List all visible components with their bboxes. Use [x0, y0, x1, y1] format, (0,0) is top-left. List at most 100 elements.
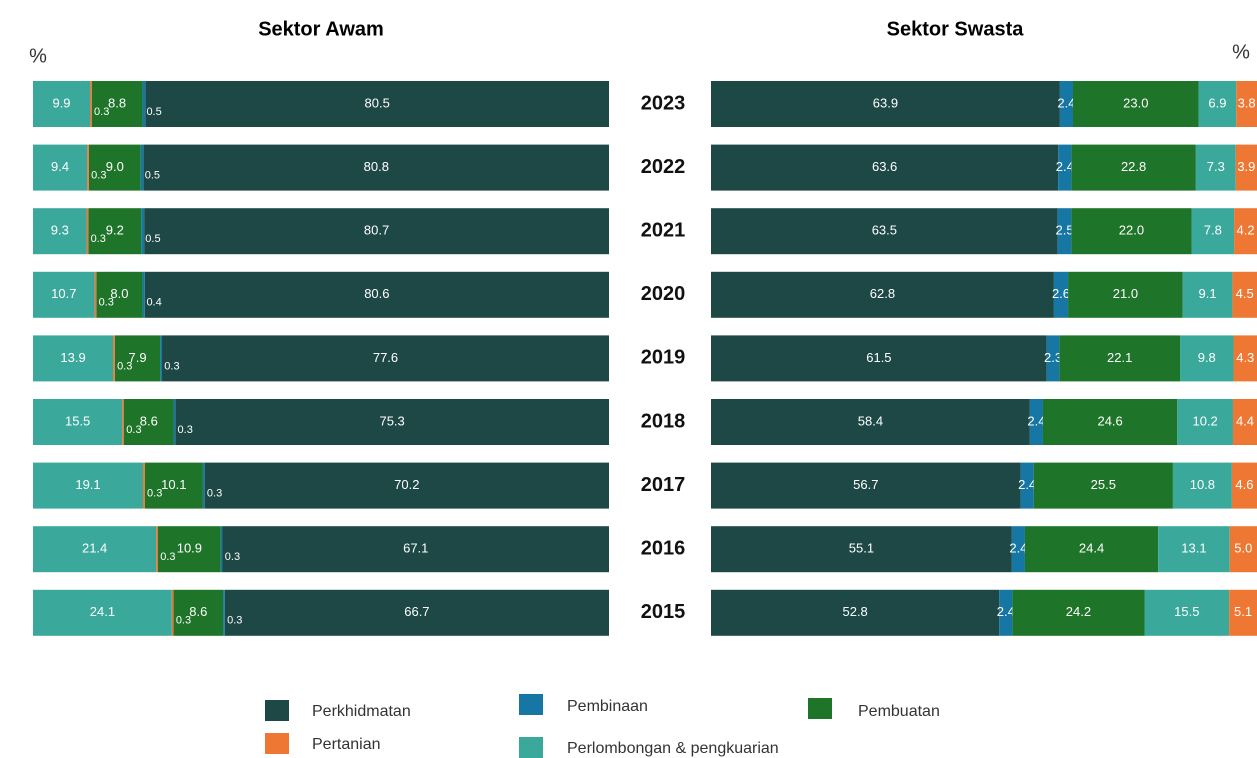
- value-label: 80.6: [364, 286, 389, 301]
- value-label: 0.5: [145, 170, 160, 182]
- bar-segment: [1229, 589, 1257, 636]
- bar-segment: [33, 462, 144, 509]
- value-label: 56.7: [853, 477, 878, 492]
- category-label: 2022: [641, 156, 686, 178]
- value-label: 9.1: [1199, 286, 1217, 301]
- bar-segment: [173, 399, 176, 445]
- bar-segment: [1236, 81, 1257, 127]
- bar-segment: [1144, 589, 1230, 636]
- bar-segment: [157, 526, 221, 573]
- value-label: 62.8: [870, 286, 895, 301]
- bar-segment: [145, 81, 609, 127]
- bar-segment: [1059, 335, 1181, 382]
- bar-segment: [224, 589, 610, 636]
- value-label: 10.1: [161, 477, 186, 492]
- value-label: 67.1: [403, 541, 428, 556]
- value-label: 8.6: [189, 604, 207, 619]
- legend-swatch: [265, 733, 289, 754]
- value-label: 8.6: [140, 413, 158, 428]
- bar-segment: [122, 399, 125, 445]
- bar-segment: [1057, 208, 1072, 255]
- value-label: 24.6: [1097, 413, 1122, 428]
- bar-segment: [141, 208, 145, 255]
- value-label: 63.9: [873, 95, 898, 110]
- bar-segment: [1024, 526, 1159, 573]
- bar-segment: [999, 589, 1013, 636]
- bar-segment: [711, 271, 1054, 318]
- category-label: 2019: [641, 347, 686, 369]
- bar-segment: [1068, 271, 1183, 318]
- value-label: 0.3: [160, 551, 175, 563]
- value-label: 8.0: [110, 286, 128, 301]
- bar-segment: [156, 526, 158, 573]
- value-label: 2.6: [1052, 286, 1070, 301]
- bar-segment: [33, 208, 87, 255]
- value-label: 24.4: [1079, 541, 1104, 556]
- bar-segment: [143, 462, 145, 509]
- bar-segment: [222, 526, 609, 573]
- bar-segment: [711, 81, 1060, 127]
- bar-segment: [202, 462, 205, 509]
- value-label: 6.9: [1208, 95, 1226, 110]
- value-label: 10.8: [1190, 477, 1215, 492]
- value-label: 22.1: [1107, 350, 1132, 365]
- bar-segment: [143, 144, 610, 191]
- value-label: 23.0: [1123, 95, 1148, 110]
- unit-label: %: [1232, 41, 1250, 63]
- value-label: 2.4: [1018, 477, 1036, 492]
- value-label: 10.7: [51, 286, 76, 301]
- value-label: 0.3: [91, 170, 106, 182]
- bar-segment: [1198, 81, 1237, 127]
- bar-segment: [88, 208, 142, 255]
- bar-segment: [142, 81, 146, 127]
- value-label: 25.5: [1091, 477, 1116, 492]
- value-label: 63.6: [872, 159, 897, 174]
- legend-label: Pembuatan: [858, 703, 940, 720]
- bar-segment: [124, 399, 174, 445]
- value-label: 75.3: [379, 413, 404, 428]
- value-label: 63.5: [872, 223, 897, 238]
- category-label: 2023: [641, 92, 686, 114]
- bar-segment: [1232, 399, 1257, 445]
- value-label: 80.8: [364, 159, 389, 174]
- bar-segment: [96, 271, 143, 318]
- value-label: 2.3: [1044, 350, 1062, 365]
- category-label: 2015: [641, 601, 686, 623]
- bar-segment: [711, 144, 1059, 191]
- value-label: 0.3: [176, 615, 191, 627]
- value-label: 55.1: [849, 541, 874, 556]
- legend-label: Pertanian: [312, 736, 381, 753]
- value-label: 2.4: [1009, 541, 1027, 556]
- bar-segment: [1233, 335, 1257, 382]
- value-label: 0.3: [94, 106, 109, 118]
- category-label: 2021: [641, 219, 686, 241]
- value-label: 0.4: [146, 297, 161, 309]
- value-label: 0.3: [164, 360, 179, 372]
- legend-label: Perkhidmatan: [312, 703, 411, 720]
- value-label: 0.3: [91, 233, 106, 245]
- value-label: 8.8: [108, 95, 126, 110]
- bar-segment: [1072, 81, 1199, 127]
- bar-segment: [33, 526, 157, 573]
- bar-segment: [1234, 208, 1257, 255]
- bar-segment: [1058, 144, 1072, 191]
- bar-segment: [1046, 335, 1060, 382]
- category-label: 2016: [641, 537, 686, 559]
- bar-segment: [175, 399, 609, 445]
- category-label: 2018: [641, 410, 686, 432]
- value-label: 22.8: [1121, 159, 1146, 174]
- value-label: 4.2: [1236, 223, 1254, 238]
- bar-segment: [1180, 335, 1234, 382]
- bar-segment: [94, 271, 97, 318]
- value-label: 9.4: [51, 159, 69, 174]
- value-label: 0.3: [99, 297, 114, 309]
- value-label: 21.0: [1113, 286, 1138, 301]
- bar-segment: [88, 144, 141, 191]
- bar-segment: [1191, 208, 1235, 255]
- bar-segment: [171, 589, 174, 636]
- value-label: 4.5: [1236, 286, 1254, 301]
- value-label: 4.6: [1235, 477, 1253, 492]
- value-label: 19.1: [75, 477, 100, 492]
- bar-segment: [140, 144, 144, 191]
- bar-segment: [1195, 144, 1236, 191]
